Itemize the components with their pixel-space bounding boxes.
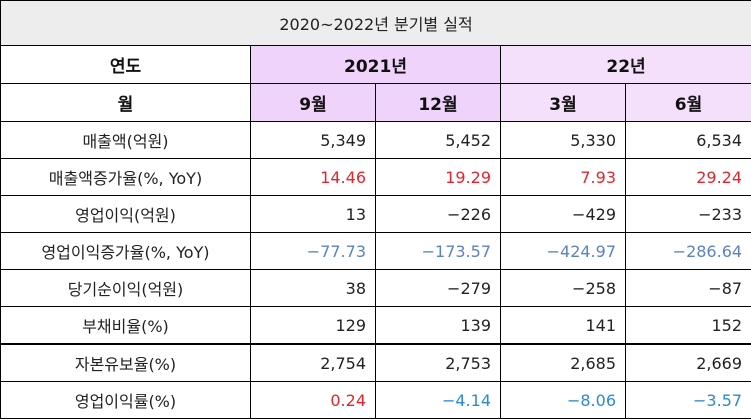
month-header-dec: 12월 [376, 84, 501, 122]
value-cell: 2,685 [501, 344, 626, 382]
year-22-header: 22년 [501, 46, 751, 84]
value-cell: 2,754 [251, 344, 376, 382]
value-cell: −233 [626, 196, 751, 233]
value-cell: 29.24 [626, 159, 751, 196]
value-cell: 19.29 [376, 159, 501, 196]
value-cell: 14.46 [251, 159, 376, 196]
table-row: 영업이익률(%)0.24−4.14−8.06−3.57 [1, 382, 751, 419]
value-cell: −173.57 [376, 233, 501, 270]
value-cell: 7.93 [501, 159, 626, 196]
value-cell: −87 [626, 270, 751, 307]
value-cell: −226 [376, 196, 501, 233]
value-cell: 5,452 [376, 122, 501, 159]
value-cell: −8.06 [501, 382, 626, 419]
value-cell: −4.14 [376, 382, 501, 419]
value-cell: −429 [501, 196, 626, 233]
table-row: 당기순이익(억원)38−279−258−87 [1, 270, 751, 307]
value-cell: 5,349 [251, 122, 376, 159]
month-header-label: 월 [1, 84, 251, 122]
row-label: 영업이익증가율(%, YoY) [1, 233, 251, 270]
value-cell: −77.73 [251, 233, 376, 270]
table-row: 영업이익(억원)13−226−429−233 [1, 196, 751, 233]
row-label: 부채비율(%) [1, 307, 251, 345]
value-cell: 6,534 [626, 122, 751, 159]
row-label: 매출액증가율(%, YoY) [1, 159, 251, 196]
value-cell: 2,753 [376, 344, 501, 382]
value-cell: 38 [251, 270, 376, 307]
year-2021-header: 2021년 [251, 46, 501, 84]
month-header-sep: 9월 [251, 84, 376, 122]
value-cell: −286.64 [626, 233, 751, 270]
value-cell: 2,669 [626, 344, 751, 382]
value-cell: −279 [376, 270, 501, 307]
value-cell: 129 [251, 307, 376, 345]
month-header-jun: 6월 [626, 84, 751, 122]
value-cell: 13 [251, 196, 376, 233]
table-title: 2020~2022년 분기별 실적 [1, 1, 751, 46]
value-cell: −3.57 [626, 382, 751, 419]
row-label: 당기순이익(억원) [1, 270, 251, 307]
value-cell: 0.24 [251, 382, 376, 419]
row-label: 매출액(억원) [1, 122, 251, 159]
row-label: 자본유보율(%) [1, 344, 251, 382]
value-cell: 141 [501, 307, 626, 345]
value-cell: 139 [376, 307, 501, 345]
row-label: 영업이익(억원) [1, 196, 251, 233]
year-header-label: 연도 [1, 46, 251, 84]
value-cell: 5,330 [501, 122, 626, 159]
value-cell: −424.97 [501, 233, 626, 270]
value-cell: −258 [501, 270, 626, 307]
value-cell: 152 [626, 307, 751, 345]
month-header-mar: 3월 [501, 84, 626, 122]
row-label: 영업이익률(%) [1, 382, 251, 419]
table-row: 영업이익증가율(%, YoY)−77.73−173.57−424.97−286.… [1, 233, 751, 270]
